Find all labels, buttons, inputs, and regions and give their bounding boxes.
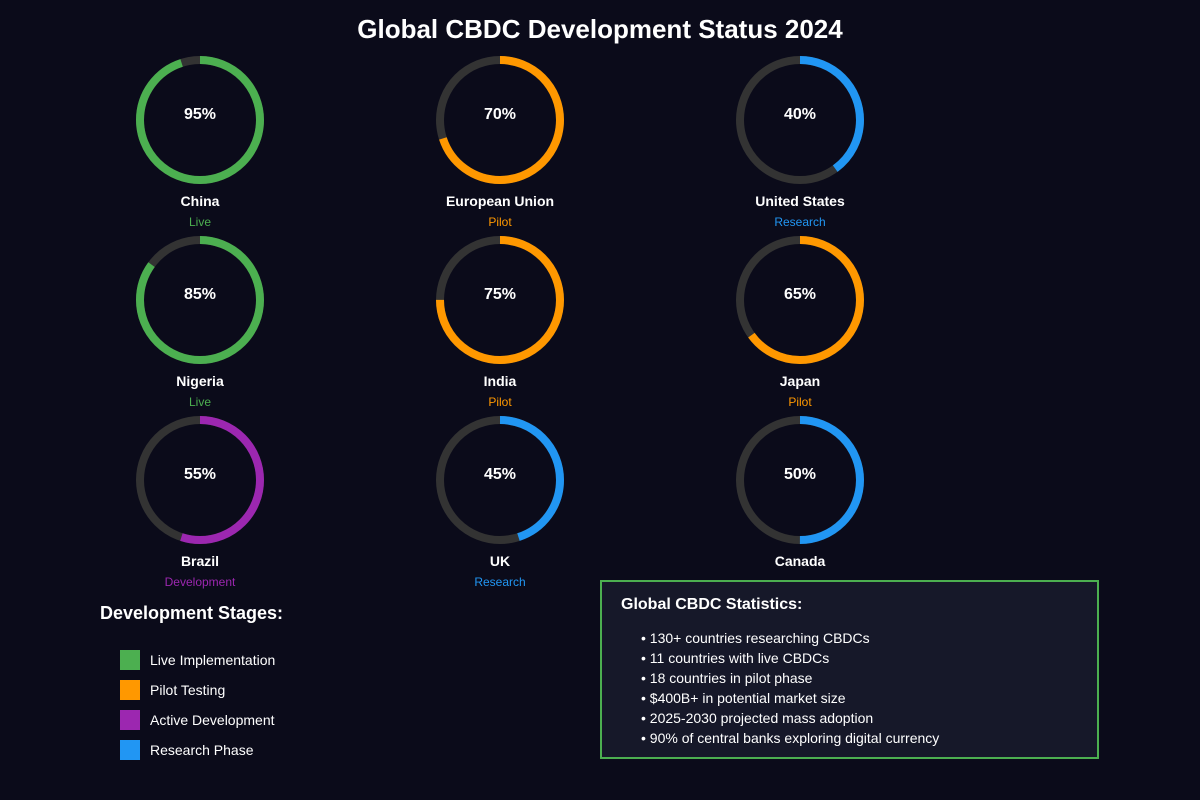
legend-label: Pilot Testing	[150, 682, 226, 698]
stats-item: • 2025-2030 projected mass adoption	[641, 710, 874, 726]
stats-list: • 130+ countries researching CBDCs • 11 c…	[641, 628, 939, 748]
gauge-brazil: 55% Brazil Development	[50, 416, 350, 596]
stats-title: Global CBDC Statistics:	[621, 596, 803, 613]
gauge-ring	[436, 416, 564, 544]
gauge-ring	[136, 416, 264, 544]
stats-item: • 18 countries in pilot phase	[641, 670, 813, 686]
stats-item: • 130+ countries researching CBDCs	[641, 630, 870, 646]
gauge-percent-label: 85%	[183, 286, 217, 303]
gauge-arc	[136, 56, 264, 184]
gauge-stage-label: Pilot	[788, 395, 812, 409]
gauge-ring	[736, 236, 864, 364]
gauge-uk: 45% UK Research	[350, 416, 650, 596]
gauge-ring	[736, 56, 864, 184]
gauge-japan: 65% Japan Pilot	[650, 236, 950, 416]
gauge-country-label: China	[180, 193, 220, 209]
gauge-arc	[136, 416, 264, 544]
gauge-country-label: Nigeria	[176, 373, 224, 389]
gauge-ring	[436, 236, 564, 364]
gauge-arc	[436, 56, 564, 184]
gauge-country-label: European Union	[445, 193, 555, 209]
gauge-stage-label: Live	[188, 395, 211, 409]
gauge-percent-label: 55%	[183, 466, 217, 483]
gauge-stage-label: Research	[774, 215, 826, 229]
gauge-ring	[136, 56, 264, 184]
gauge-country-label: Canada	[774, 553, 826, 569]
gauge-percent-label: 95%	[183, 106, 217, 123]
legend-swatch	[120, 710, 140, 730]
legend-label: Active Development	[150, 712, 275, 728]
legend-swatch	[120, 650, 140, 670]
stats-panel: Global CBDC Statistics: • 130+ countries…	[600, 580, 1099, 759]
stats-item: • 90% of central banks exploring digital…	[641, 730, 940, 746]
stats-item: • 11 countries with live CBDCs	[641, 650, 830, 666]
gauge-country-label: UK	[489, 553, 511, 569]
gauge-arc	[736, 56, 864, 184]
gauge-percent-label: 45%	[483, 466, 517, 483]
gauge-canada: 50% Canada	[650, 416, 950, 596]
gauge-arc	[436, 416, 564, 544]
gauge-european-union: 70% European Union Pilot	[350, 56, 650, 236]
legend-label: Research Phase	[150, 742, 254, 758]
stats-item: • $400B+ in potential market size	[641, 690, 846, 706]
gauge-nigeria: 85% Nigeria Live	[50, 236, 350, 416]
legend-title: Development Stages:	[100, 603, 284, 623]
legend-swatch	[120, 740, 140, 760]
gauge-country-label: United States	[755, 193, 845, 209]
gauge-stage-label: Research	[474, 575, 526, 589]
gauge-arc	[736, 236, 864, 364]
gauge-ring	[436, 56, 564, 184]
gauge-country-label: India	[483, 373, 517, 389]
page-title: Global CBDC Development Status 2024	[357, 14, 843, 44]
gauge-stage-label: Development	[164, 575, 236, 589]
gauge-ring	[136, 236, 264, 364]
gauge-percent-label: 75%	[483, 286, 517, 303]
gauge-india: 75% India Pilot	[350, 236, 650, 416]
gauge-arc	[136, 236, 264, 364]
gauge-arc	[736, 416, 864, 544]
gauge-united-states: 40% United States Research	[650, 56, 950, 236]
gauge-percent-label: 70%	[483, 106, 517, 123]
gauge-arc	[436, 236, 564, 364]
gauge-percent-label: 65%	[783, 286, 817, 303]
gauge-percent-label: 50%	[783, 466, 817, 483]
gauge-country-label: Japan	[779, 373, 821, 389]
legend-label: Live Implementation	[150, 652, 276, 668]
gauge-stage-label: Pilot	[488, 215, 512, 229]
legend-swatch	[120, 680, 140, 700]
gauge-china: 95% China Live	[50, 56, 350, 236]
gauge-percent-label: 40%	[783, 106, 817, 123]
gauge-stage-label: Pilot	[488, 395, 512, 409]
gauge-stage-label: Live	[188, 215, 211, 229]
gauge-ring	[736, 416, 864, 544]
gauge-country-label: Brazil	[180, 553, 220, 569]
